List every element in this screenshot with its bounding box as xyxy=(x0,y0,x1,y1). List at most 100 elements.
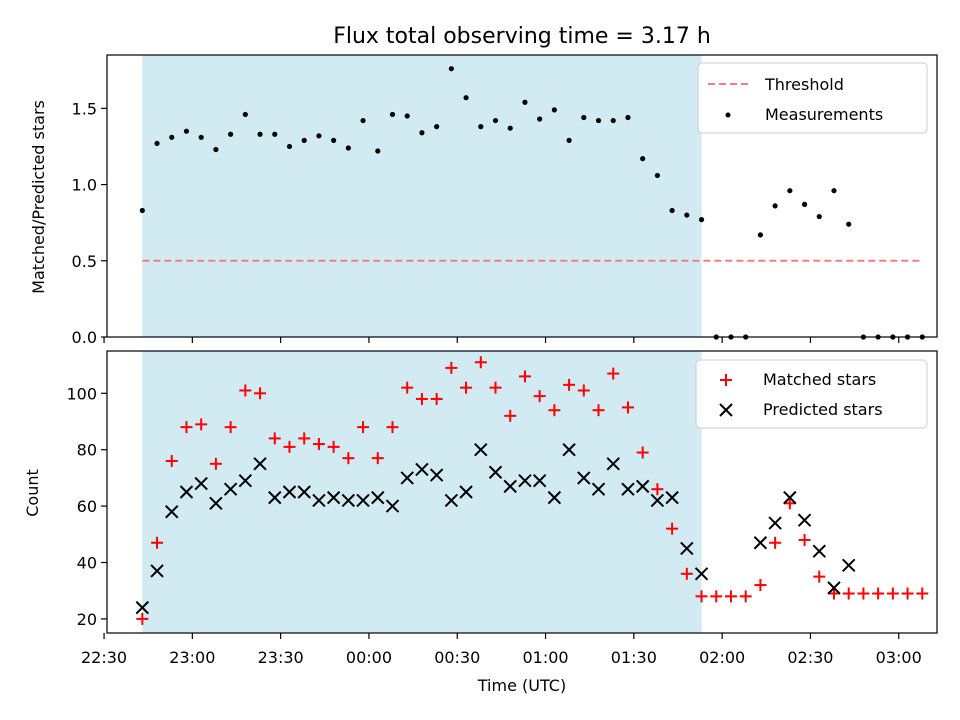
y-tick-label: 20 xyxy=(77,610,97,629)
matched-star-point xyxy=(916,587,929,600)
matched-star-point xyxy=(901,587,914,600)
measurements-series xyxy=(139,66,925,340)
matched-star-point xyxy=(430,392,443,405)
matched-star-point xyxy=(710,590,723,603)
matched-star-point xyxy=(798,533,811,546)
matched-star-point xyxy=(754,579,767,592)
measurement-point xyxy=(492,117,499,124)
predicted-star-point xyxy=(341,493,356,508)
top-y-ticks: 0.0 0.5 1.0 1.5 xyxy=(72,99,107,347)
measurement-point xyxy=(463,95,469,101)
y-tick-label: 60 xyxy=(77,497,97,516)
measurement-point xyxy=(360,117,366,124)
measurement-point xyxy=(537,116,543,122)
predicted-star-point xyxy=(783,490,797,505)
predicted-legend-icon xyxy=(719,403,733,417)
predicted-star-point xyxy=(621,482,635,496)
matched-star-point xyxy=(209,457,222,470)
x-tick-label: 00:00 xyxy=(346,648,392,667)
y-tick-label: 1.5 xyxy=(72,99,97,118)
y-tick-label: 40 xyxy=(77,554,97,573)
y-tick-label: 0.0 xyxy=(72,328,97,347)
predicted-star-point xyxy=(312,493,326,508)
matched-star-point xyxy=(415,392,428,405)
legend-threshold-label: Threshold xyxy=(764,75,844,94)
predicted-star-point xyxy=(797,513,812,527)
y-tick-label: 0.5 xyxy=(72,252,97,271)
bottom-y-ticks: 20 40 60 80 100 xyxy=(66,384,107,629)
predicted-star-point xyxy=(371,490,385,505)
legend-measurements-label: Measurements xyxy=(765,105,883,124)
predicted-star-point xyxy=(768,516,782,530)
x-tick-label: 02:30 xyxy=(787,648,833,667)
x-tick-label: 23:00 xyxy=(169,648,215,667)
predicted-star-point xyxy=(753,536,768,550)
predicted-star-point xyxy=(650,493,665,508)
predicted-star-point xyxy=(297,485,311,499)
matched-star-point xyxy=(445,361,458,374)
top-shaded-interval xyxy=(142,55,702,337)
predicted-star-point xyxy=(223,482,238,496)
predicted-star-point xyxy=(812,544,826,558)
measurement-point xyxy=(419,130,425,136)
predicted-star-point xyxy=(680,541,694,556)
measurement-point xyxy=(757,232,764,238)
bottom-legend: Matched stars Predicted stars xyxy=(695,359,928,429)
matched-star-point xyxy=(239,384,252,397)
measurement-point xyxy=(228,131,234,137)
measurement-point xyxy=(198,134,204,140)
predicted-star-point xyxy=(194,476,208,491)
measurement-point xyxy=(389,111,396,118)
matched-star-point xyxy=(254,387,267,400)
predicted-star-point xyxy=(268,490,282,505)
matched-star-point xyxy=(224,421,237,434)
measurement-point xyxy=(610,117,616,124)
predicted-stars-series xyxy=(135,442,856,615)
predicted-star-point xyxy=(606,457,620,471)
predicted-star-point xyxy=(326,490,341,505)
matched-star-point xyxy=(504,409,517,422)
measurement-point xyxy=(831,188,837,194)
measurement-point xyxy=(257,131,263,137)
matched-star-point xyxy=(298,432,311,445)
matched-star-point xyxy=(607,367,620,380)
matched-star-point xyxy=(636,446,649,459)
measurement-point xyxy=(787,188,793,194)
matched-star-point xyxy=(401,381,414,394)
measurement-point xyxy=(242,111,248,118)
measurement-point xyxy=(286,143,293,150)
matched-stars-series xyxy=(136,356,929,625)
matched-star-point xyxy=(666,522,679,535)
predicted-star-point xyxy=(577,471,591,485)
matched-star-point xyxy=(474,356,487,369)
measurement-point xyxy=(404,113,410,119)
matched-star-point xyxy=(268,432,281,445)
predicted-star-point xyxy=(562,442,576,457)
measurement-point xyxy=(213,146,219,153)
measurement-point xyxy=(301,137,307,143)
measurement-point xyxy=(654,172,660,179)
measurement-point xyxy=(507,125,513,131)
predicted-star-point xyxy=(209,496,223,510)
predicted-star-point xyxy=(841,558,856,573)
measurement-point xyxy=(183,128,190,134)
matched-star-point xyxy=(136,612,149,625)
x-tick-label: 03:00 xyxy=(876,648,922,667)
predicted-star-point xyxy=(503,479,517,494)
predicted-star-point xyxy=(179,485,194,499)
matched-star-point xyxy=(327,440,340,453)
predicted-star-point xyxy=(518,474,532,488)
matched-star-point xyxy=(533,390,546,403)
measurement-point xyxy=(169,134,175,140)
matched-star-point xyxy=(577,384,590,397)
matched-star-point xyxy=(857,587,870,600)
bottom-panel: 20 40 60 80 100 22:30 23:00 23:30 00:00 00:30 01:… xyxy=(23,350,938,695)
measurement-point xyxy=(478,124,484,130)
matched-star-point xyxy=(460,381,473,394)
matched-star-point xyxy=(695,590,708,603)
predicted-star-point xyxy=(547,490,562,505)
measurement-point xyxy=(272,131,278,137)
matched-star-point xyxy=(283,440,296,453)
x-tick-label: 01:00 xyxy=(522,648,568,667)
